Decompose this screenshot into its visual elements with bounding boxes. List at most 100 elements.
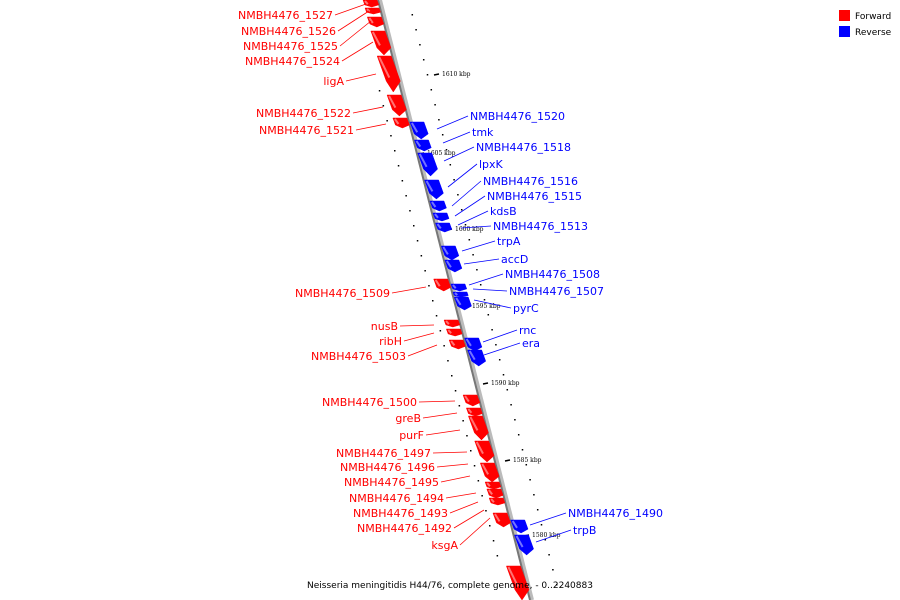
- gene-label[interactable]: NMBH4476_1493: [353, 507, 448, 520]
- gene-label[interactable]: NMBH4476_1515: [487, 190, 582, 203]
- gene-label[interactable]: NMBH4476_1516: [483, 175, 578, 188]
- gene-label[interactable]: NMBH4476_1495: [344, 476, 439, 489]
- gene-label[interactable]: NMBH4476_1521: [259, 124, 354, 137]
- reverse-gene-arrow[interactable]: [453, 296, 472, 311]
- gene-label[interactable]: NMBH4476_1497: [336, 447, 431, 460]
- forward-gene-arrow[interactable]: [506, 565, 530, 600]
- label-leader-line: [447, 163, 478, 188]
- label-leader-line: [337, 10, 370, 32]
- reverse-gene-arrow[interactable]: [435, 222, 453, 233]
- reverse-gene-arrow[interactable]: [444, 259, 463, 273]
- gene-label[interactable]: NMBH4476_1500: [322, 396, 417, 409]
- gene-label[interactable]: accD: [501, 253, 528, 266]
- gene-label[interactable]: trpA: [497, 235, 521, 248]
- label-leader-line: [407, 344, 438, 357]
- track-dot: [489, 525, 491, 527]
- forward-gene-arrow[interactable]: [386, 94, 407, 117]
- reverse-gene-arrow[interactable]: [417, 152, 438, 177]
- gene-label[interactable]: lpxK: [479, 158, 504, 171]
- forward-gene-arrow[interactable]: [462, 394, 481, 407]
- forward-gene-arrow[interactable]: [492, 512, 511, 528]
- forward-gene-arrow[interactable]: [364, 7, 381, 15]
- forward-gene-arrow[interactable]: [468, 415, 489, 441]
- gene-label[interactable]: rnc: [519, 324, 536, 337]
- forward-gene-arrow[interactable]: [376, 55, 401, 93]
- reverse-gene-arrow[interactable]: [450, 283, 468, 292]
- reverse-gene-arrow[interactable]: [452, 291, 469, 298]
- track-dot: [460, 209, 463, 211]
- reverse-gene-arrow[interactable]: [414, 139, 432, 152]
- gene-label[interactable]: nusB: [371, 320, 398, 333]
- forward-gene-arrow[interactable]: [479, 462, 500, 483]
- gene-highlight: [425, 180, 434, 192]
- track-dot: [409, 210, 411, 212]
- scale-tick-label: 1580 kbp: [532, 532, 561, 539]
- gene-label[interactable]: NMBH4476_1524: [245, 55, 340, 68]
- gene-highlight: [418, 153, 428, 168]
- gene-label[interactable]: ribH: [379, 335, 402, 348]
- reverse-gene-arrow[interactable]: [424, 179, 444, 200]
- gene-label[interactable]: kdsB: [490, 205, 517, 218]
- backbone-dots: [378, 14, 558, 586]
- gene-features: [362, 0, 534, 600]
- forward-gene-arrow[interactable]: [448, 339, 466, 350]
- gene-highlight: [475, 441, 484, 455]
- scale-tick-label: 1590 kbp: [491, 380, 520, 387]
- reverse-gene-arrow[interactable]: [429, 200, 447, 212]
- gene-label[interactable]: NMBH4476_1508: [505, 268, 600, 281]
- gene-label[interactable]: NMBH4476_1490: [568, 507, 663, 520]
- gene-label[interactable]: NMBH4476_1513: [493, 220, 588, 233]
- label-leader-line: [443, 146, 475, 162]
- forward-gene-arrow[interactable]: [466, 407, 483, 417]
- track-dot: [468, 239, 471, 241]
- gene-label[interactable]: NMBH4476_1507: [509, 285, 604, 298]
- gene-label[interactable]: NMBH4476_1503: [311, 350, 406, 363]
- reverse-gene-arrow[interactable]: [510, 519, 529, 534]
- gene-highlight: [467, 408, 473, 414]
- forward-gene-arrow[interactable]: [433, 278, 452, 292]
- track-dot: [464, 224, 467, 226]
- track-dot: [405, 195, 407, 197]
- gene-label[interactable]: era: [522, 337, 540, 350]
- gene-label[interactable]: tmk: [472, 126, 494, 139]
- reverse-gene-arrow[interactable]: [432, 212, 450, 222]
- gene-label[interactable]: ksgA: [431, 539, 458, 552]
- gene-label[interactable]: NMBH4476_1494: [349, 492, 444, 505]
- gene-label[interactable]: NMBH4476_1496: [340, 461, 435, 474]
- forward-gene-arrow[interactable]: [474, 440, 495, 463]
- reverse-gene-arrow[interactable]: [440, 245, 460, 261]
- reverse-gene-arrow[interactable]: [409, 121, 429, 140]
- gene-label[interactable]: NMBH4476_1492: [357, 522, 452, 535]
- gene-label[interactable]: NMBH4476_1525: [243, 40, 338, 53]
- forward-gene-arrow[interactable]: [484, 481, 502, 490]
- label-leader-line: [345, 73, 377, 82]
- forward-gene-arrow[interactable]: [366, 16, 385, 28]
- gene-label[interactable]: NMBH4476_1526: [241, 25, 336, 38]
- gene-labels: NMBH4476_1527 NMBH4476_1526 NMBH4476_1525 N…: [238, 3, 663, 552]
- gene-label[interactable]: NMBH4476_1520: [470, 110, 565, 123]
- track-dot: [510, 404, 512, 406]
- gene-label[interactable]: greB: [395, 412, 421, 425]
- gene-label[interactable]: NMBH4476_1522: [256, 107, 351, 120]
- gene-label[interactable]: trpB: [573, 524, 596, 537]
- forward-gene-arrow[interactable]: [488, 497, 506, 506]
- reverse-gene-arrow[interactable]: [467, 349, 487, 367]
- gene-label[interactable]: pyrC: [513, 302, 539, 315]
- gene-label[interactable]: ligA: [323, 75, 344, 88]
- gene-label[interactable]: purF: [399, 429, 424, 442]
- gene-label[interactable]: NMBH4476_1509: [295, 287, 390, 300]
- track-dot: [424, 270, 426, 272]
- forward-gene-arrow[interactable]: [443, 319, 461, 328]
- forward-gene-arrow[interactable]: [370, 30, 392, 56]
- gene-highlight: [415, 140, 422, 148]
- gene-label[interactable]: NMBH4476_1527: [238, 9, 333, 22]
- forward-gene-arrow[interactable]: [392, 117, 410, 129]
- gene-highlight: [434, 213, 439, 219]
- gene-label[interactable]: NMBH4476_1518: [476, 141, 571, 154]
- reverse-gene-arrow[interactable]: [514, 534, 534, 556]
- forward-gene-arrow[interactable]: [486, 488, 504, 499]
- reverse-gene-arrow[interactable]: [464, 337, 483, 352]
- forward-gene-arrow[interactable]: [362, 0, 380, 8]
- forward-gene-arrow[interactable]: [445, 328, 463, 337]
- label-leader-line: [432, 451, 468, 454]
